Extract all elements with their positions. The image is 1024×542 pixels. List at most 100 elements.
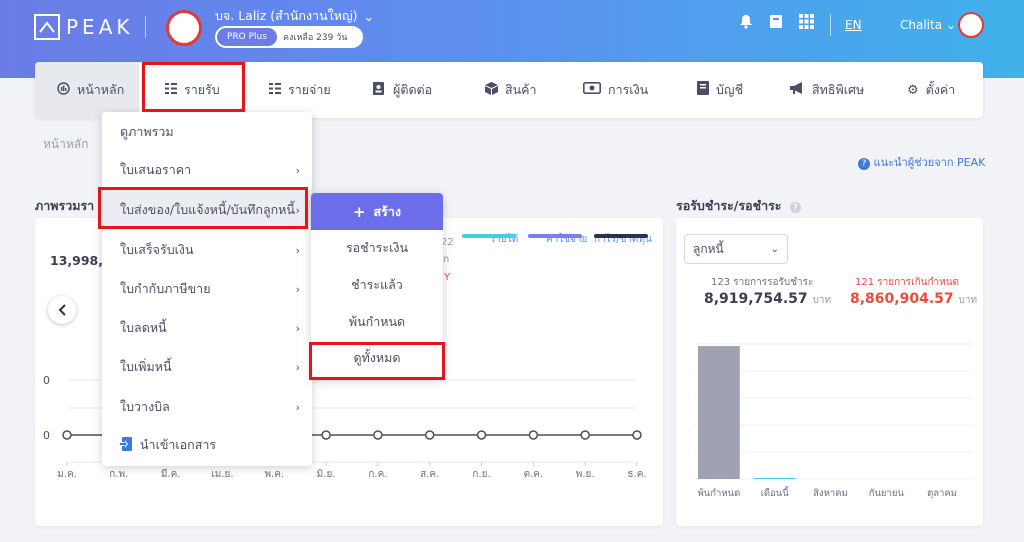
- nav-label: หน้าหลัก: [77, 82, 125, 97]
- menu-item-tax-invoice[interactable]: ใบกำกับภาษีขาย ›: [102, 269, 312, 309]
- submenu-item-awaiting-payment[interactable]: รอชำระเงิน: [345, 240, 409, 255]
- legend-income[interactable]: รายได้: [490, 234, 519, 245]
- chevron-left-icon: [58, 304, 66, 316]
- menu-item-overview[interactable]: ดูภาพรวม: [102, 112, 312, 152]
- currency-unit: บาท: [958, 295, 978, 306]
- nav-item-expense[interactable]: รายจ่าย: [269, 62, 331, 118]
- x-tick-label: เม.ย.: [211, 469, 233, 480]
- nav-item-accounting[interactable]: บัญชี: [697, 62, 743, 118]
- data-point: [528, 430, 539, 440]
- y-tick-label: 0: [43, 374, 50, 387]
- user-name: Chalita: [900, 18, 943, 32]
- help-link-label: แนะนำผู้ช่วยจาก PEAK: [873, 156, 986, 169]
- money-icon: [583, 82, 601, 98]
- legend-swatch: [462, 234, 516, 238]
- submenu-item-view-all[interactable]: ดูทั้งหมด: [353, 350, 401, 365]
- x-tick-label: ตุลาคม: [927, 488, 957, 499]
- company-selector[interactable]: บจ. Laliz (สำนักงานใหญ่) ⌄: [215, 6, 374, 26]
- menu-item-label: ใบวางบิล: [120, 399, 170, 414]
- x-tick-label: กันยายน: [869, 488, 905, 499]
- highlight-view-all: [309, 342, 445, 380]
- x-tick-label: มิ.ย.: [317, 469, 336, 480]
- create-invoice-button[interactable]: + สร้าง: [311, 193, 443, 230]
- company-name: บจ. Laliz (สำนักงานใหญ่): [215, 8, 358, 23]
- chevron-down-icon: ⌄: [363, 8, 374, 24]
- data-point: [632, 430, 642, 440]
- legend-swatch: [594, 234, 648, 238]
- overview-value: 13,998,6: [50, 253, 112, 268]
- info-icon[interactable]: ?: [789, 202, 801, 213]
- menu-item-invoice[interactable]: ใบส่งของ/ใบแจ้งหนี้/บันทึกลูกหนี้ ›: [102, 190, 312, 230]
- plan-indicator[interactable]: PRO Plus คงเหลือ 239 วัน: [215, 26, 363, 48]
- chevron-right-icon: ›: [295, 321, 300, 335]
- nav-item-privileges[interactable]: สิทธิพิเศษ: [790, 62, 864, 118]
- pending-amount-value: 8,919,754.57: [704, 291, 808, 307]
- submenu-item-paid[interactable]: ชำระแล้ว: [351, 277, 403, 292]
- select-value: ลูกหนี้: [693, 241, 724, 256]
- highlight-invoice-menu-item: [98, 187, 308, 229]
- menu-item-label: ใบกำกับภาษีขาย: [120, 281, 211, 296]
- receivable-bar-chart: พ้นกำหนด เดือนนี้ สิงหาคม กันยายน ตุลาคม: [694, 343, 973, 499]
- menu-item-label: ดูภาพรวม: [120, 124, 174, 139]
- menu-item-quotation[interactable]: ใบเสนอราคา ›: [102, 150, 312, 190]
- nav-item-home[interactable]: หน้าหลัก: [35, 62, 139, 118]
- help-link[interactable]: ? แนะนำผู้ช่วยจาก PEAK: [858, 153, 985, 171]
- receivable-title-text: รอรับชำระ/รอชำระ: [676, 198, 782, 213]
- header-divider: [145, 16, 146, 38]
- bar: [753, 478, 796, 479]
- data-point: [321, 430, 331, 440]
- nav-item-income[interactable]: รายรับ: [165, 62, 220, 118]
- chevron-right-icon: ›: [295, 243, 300, 257]
- overview-panel-title: ภาพรวมรา: [35, 198, 95, 213]
- submenu-item-overdue[interactable]: พ้นกำหนด: [348, 314, 406, 329]
- data-point: [476, 430, 487, 440]
- chart-prev-button[interactable]: [48, 296, 76, 324]
- x-tick-label: พ.ย.: [576, 469, 595, 480]
- menu-item-credit-note[interactable]: ใบลดหนี้ ›: [102, 308, 312, 348]
- pending-amount: 8,919,754.57 บาท: [704, 291, 831, 308]
- highlight-income-nav: [142, 62, 245, 112]
- book-icon[interactable]: [768, 14, 784, 33]
- chevron-right-icon: ›: [295, 282, 300, 296]
- nav-item-finance[interactable]: การเงิน: [583, 62, 648, 118]
- x-tick-label: มี.ค.: [161, 468, 181, 480]
- nav-label: รายรับ: [184, 82, 220, 97]
- peak-logo[interactable]: PEAK: [34, 14, 134, 40]
- x-tick-label: ต.ค.: [524, 469, 544, 480]
- x-tick-label: พ.ค.: [264, 469, 284, 480]
- menu-item-import[interactable]: นำเข้าเอกสาร: [102, 425, 312, 465]
- nav-item-products[interactable]: สินค้า: [485, 62, 537, 118]
- overdue-amount-value: 8,860,904.57: [850, 291, 954, 307]
- menu-item-debit-note[interactable]: ใบเพิ่มหนี้ ›: [102, 347, 312, 387]
- bar: [698, 346, 740, 479]
- bell-icon[interactable]: [738, 14, 754, 33]
- avatar[interactable]: [958, 12, 984, 38]
- menu-item-billing-note[interactable]: ใบวางบิล ›: [102, 387, 312, 427]
- income-dropdown-menu: ดูภาพรวม ใบเสนอราคา › ใบส่งของ/ใบแจ้งหนี…: [102, 112, 312, 466]
- menu-item-receipt[interactable]: ใบเสร็จรับเงิน ›: [102, 230, 312, 270]
- x-tick-label: ก.ค.: [368, 469, 387, 480]
- legend-expense[interactable]: ค่าใช้จ่าย: [546, 234, 588, 245]
- user-menu[interactable]: Chalita ⌄: [900, 18, 956, 32]
- x-tick-label: ก.พ.: [109, 469, 128, 480]
- nav-label: ตั้งค่า: [925, 82, 956, 97]
- receivable-type-select[interactable]: ลูกหนี้ ⌄: [684, 234, 788, 264]
- legend-profit[interactable]: กำไร/ขาดทุน: [594, 234, 652, 245]
- contact-icon: [373, 81, 386, 99]
- nav-item-settings[interactable]: ⚙ ตั้งค่า: [907, 62, 955, 118]
- nav-label: ผู้ติดต่อ: [393, 82, 433, 97]
- grid-icon[interactable]: [798, 14, 814, 33]
- data-point: [424, 430, 435, 440]
- partial-text: 22: [441, 237, 454, 248]
- nav-label: สิทธิพิเศษ: [812, 82, 865, 97]
- company-logo[interactable]: [166, 10, 202, 46]
- chevron-right-icon: ›: [295, 400, 300, 414]
- breadcrumb[interactable]: หน้าหลัก: [43, 137, 89, 151]
- legend-swatch: [528, 234, 582, 238]
- language-toggle[interactable]: EN: [845, 18, 862, 32]
- nav-item-contacts[interactable]: ผู้ติดต่อ: [373, 62, 432, 118]
- x-tick-label: ธ.ค.: [627, 469, 646, 480]
- overview-line-chart: 0 0 ม.ค. ก.พ. มี.ค. เม.ย. พ.ค. มิ.ย. ก.ค. ส.ค. ก.ย…: [43, 374, 647, 480]
- menu-item-label: ใบลดหนี้: [120, 320, 167, 335]
- overdue-amount: 8,860,904.57 บาท: [850, 291, 977, 308]
